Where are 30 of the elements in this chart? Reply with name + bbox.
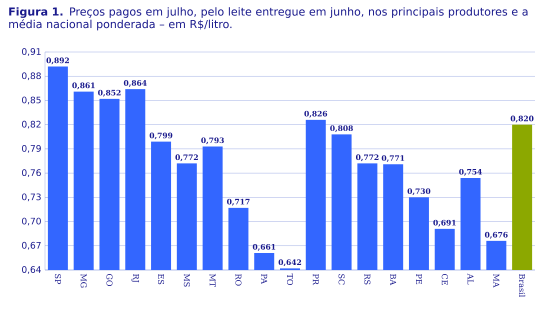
x-tick-label: SC	[338, 274, 345, 285]
x-tick-label: MT	[210, 274, 216, 287]
x-tick-label: Brasil	[519, 274, 526, 297]
x-tick-label: PA	[261, 274, 268, 284]
y-tick-label: 0,73	[22, 193, 41, 202]
x-tick-label: TO	[286, 274, 294, 285]
x-tick-label: CE	[442, 274, 448, 285]
x-tick-label: PR	[312, 274, 319, 286]
y-tick-label: 0,70	[22, 218, 41, 226]
x-tick-label: RJ	[132, 274, 140, 282]
chart-title: Figura 1. Preços pagos em julho, pelo leite entregue em junho, nos principais produtores e a média nacional ponderada – em R$/litro.	[9, 7, 528, 30]
x-tick-label: MG	[80, 274, 87, 288]
y-tick-label: 0,64	[22, 266, 41, 274]
x-tick-label: AL	[468, 273, 474, 284]
y-tick-label: 0,76	[22, 169, 41, 177]
y-tick-label: 0,91	[22, 48, 41, 56]
x-tick-label: MS	[184, 274, 190, 287]
y-tick-label: 0,79	[22, 145, 41, 153]
x-tick-label: RO	[235, 274, 242, 286]
x-tick-label: RS	[364, 274, 370, 284]
x-tick-label: SP	[54, 274, 61, 284]
y-tick-label: 0,67	[22, 242, 41, 250]
x-tick-label: BA	[390, 274, 396, 286]
x-tick-label: MA	[493, 274, 500, 288]
x-tick-label: ES	[158, 274, 164, 284]
x-tick-label: PE	[416, 274, 422, 284]
y-tick-label: 0,88	[22, 72, 41, 80]
y-tick-label: 0,82	[22, 120, 41, 129]
y-tick-label: 0,85	[22, 96, 41, 104]
x-tick-label: GO	[106, 274, 113, 286]
